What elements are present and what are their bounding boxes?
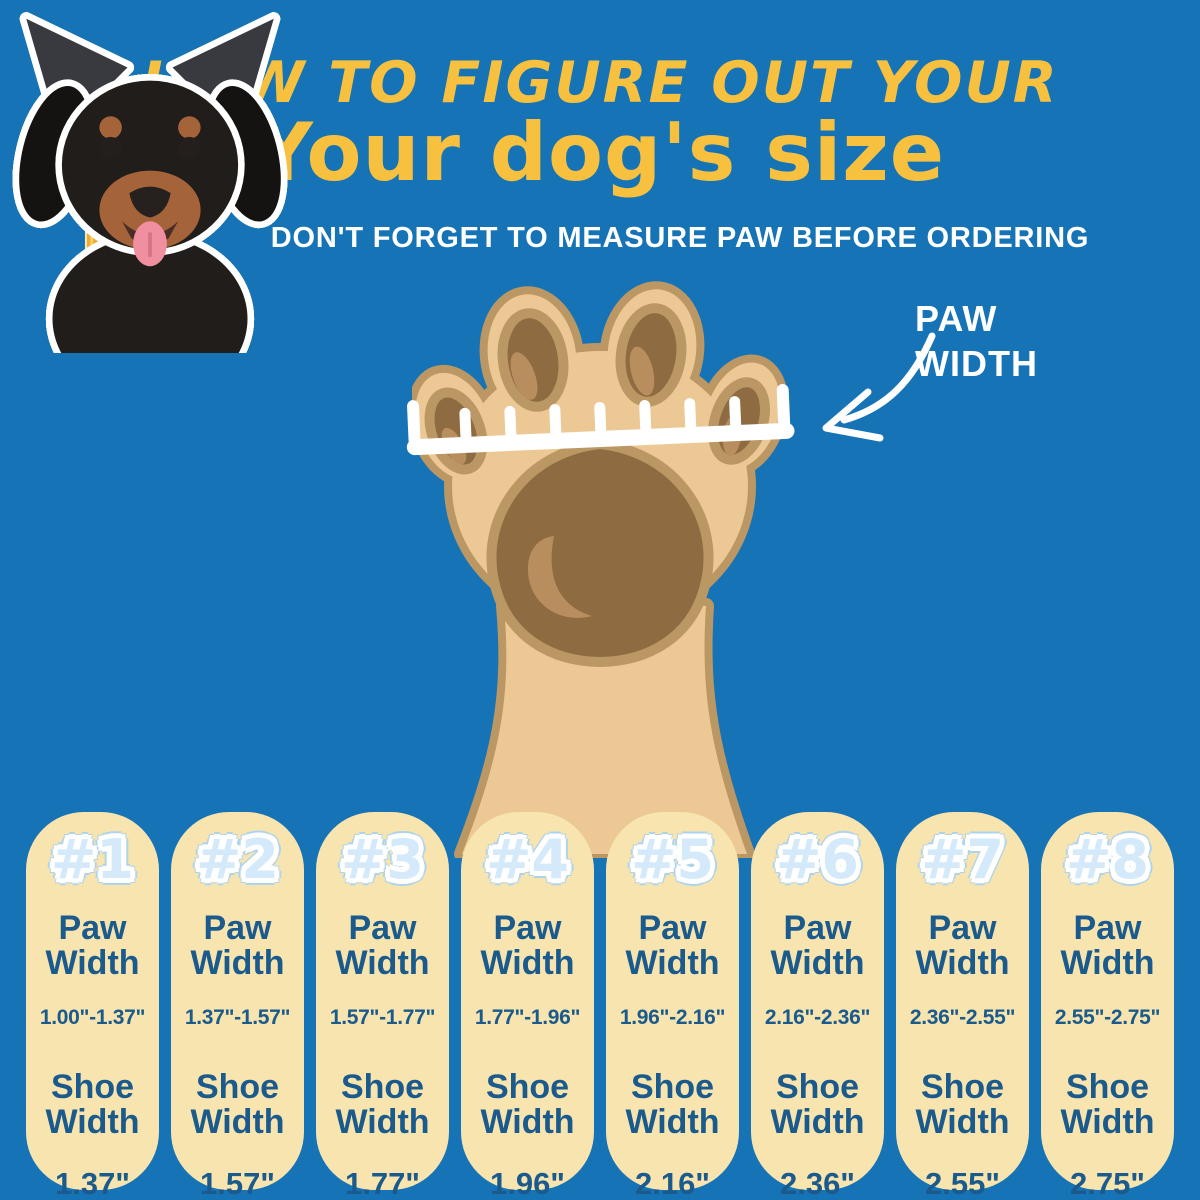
paw-width-range: 1.00"-1.37" <box>39 1006 146 1030</box>
shoe-width-heading: Shoe Width <box>915 1068 1010 1142</box>
measuring-tape-icon <box>400 375 799 472</box>
paw-width-range: 2.16"-2.36" <box>764 1006 871 1030</box>
shoe-width-heading: Shoe Width <box>190 1068 285 1142</box>
size-number: #1 <box>51 828 134 891</box>
shoe-width-heading: Shoe Width <box>480 1068 575 1142</box>
shoe-width-heading: Shoe Width <box>45 1068 140 1142</box>
arrow-icon <box>788 328 940 446</box>
size-number: #2 <box>196 828 279 891</box>
curved-arrow-icon <box>822 332 936 442</box>
warning-text: DON'T FORGET TO MEASURE PAW BEFORE ORDER… <box>270 222 1090 254</box>
paw-width-heading: Paw Width <box>190 909 285 982</box>
page-title-line1: HOW TO FIGURE OUT YOUR <box>141 50 1059 116</box>
size-number: #3 <box>341 828 424 891</box>
paw-width-range: 1.96"-2.16" <box>619 1006 726 1030</box>
shoe-width-value: 2.55" <box>924 1165 1001 1200</box>
shoe-width-heading: Shoe Width <box>625 1068 720 1142</box>
size-number: #6 <box>776 828 859 891</box>
size-chart: #1 Paw Width 1.00"-1.37" Shoe Width 1.37… <box>26 812 1174 1200</box>
shoe-width-heading: Shoe Width <box>770 1068 865 1142</box>
shoe-width-value: 1.37" <box>54 1165 131 1200</box>
size-card-5: #5 Paw Width 1.96"-2.16" Shoe Width 2.16… <box>606 812 739 1200</box>
paw-width-range: 2.36"-2.55" <box>909 1006 1016 1030</box>
paw-width-heading: Paw Width <box>625 909 720 982</box>
paw-width-heading: Paw Width <box>480 909 575 982</box>
size-card-6: #6 Paw Width 2.16"-2.36" Shoe Width 2.36… <box>751 812 884 1200</box>
paw-illustration <box>407 276 792 862</box>
paw-width-heading: Paw Width <box>1060 909 1155 982</box>
size-card-7: #7 Paw Width 2.36"-2.55" Shoe Width 2.55… <box>896 812 1029 1200</box>
dog-photo-rottweiler <box>0 0 300 408</box>
size-card-8: #8 Paw Width 2.55"-2.75" Shoe Width 2.75… <box>1041 812 1174 1200</box>
paw-width-range: 1.77"-1.96" <box>474 1006 581 1030</box>
shoe-width-heading: Shoe Width <box>1060 1068 1155 1142</box>
size-number: #4 <box>486 828 569 891</box>
shoe-width-value: 1.57" <box>199 1165 276 1200</box>
size-number: #5 <box>631 828 714 891</box>
paw-width-heading: Paw Width <box>335 909 430 982</box>
paw-width-heading: Paw Width <box>915 909 1010 982</box>
paw-icon <box>407 281 789 862</box>
page-title-line2: Your dog's size <box>254 106 946 199</box>
shoe-width-value: 2.36" <box>779 1165 856 1200</box>
size-number: #8 <box>1066 828 1149 891</box>
shoe-width-heading: Shoe Width <box>335 1068 430 1142</box>
size-number: #7 <box>921 828 1004 891</box>
size-card-2: #2 Paw Width 1.37"-1.57" Shoe Width 1.57… <box>171 812 304 1200</box>
size-card-4: #4 Paw Width 1.77"-1.96" Shoe Width 1.96… <box>461 812 594 1200</box>
paw-width-range: 2.55"-2.75" <box>1054 1006 1161 1030</box>
shoe-width-value: 1.77" <box>344 1165 421 1200</box>
paw-width-heading: Paw Width <box>45 909 140 982</box>
shoe-width-value: 2.16" <box>634 1165 711 1200</box>
ruler-icon <box>406 383 795 456</box>
shoe-width-value: 1.96" <box>489 1165 566 1200</box>
paw-width-range: 1.37"-1.57" <box>184 1006 291 1030</box>
paw-width-range: 1.57"-1.77" <box>329 1006 436 1030</box>
shoe-width-value: 2.75" <box>1069 1165 1146 1200</box>
size-card-1: #1 Paw Width 1.00"-1.37" Shoe Width 1.37… <box>26 812 159 1200</box>
paw-width-heading: Paw Width <box>770 909 865 982</box>
paw-width-label: PAW WIDTH <box>915 298 1038 384</box>
size-card-3: #3 Paw Width 1.57"-1.77" Shoe Width 1.77… <box>316 812 449 1200</box>
